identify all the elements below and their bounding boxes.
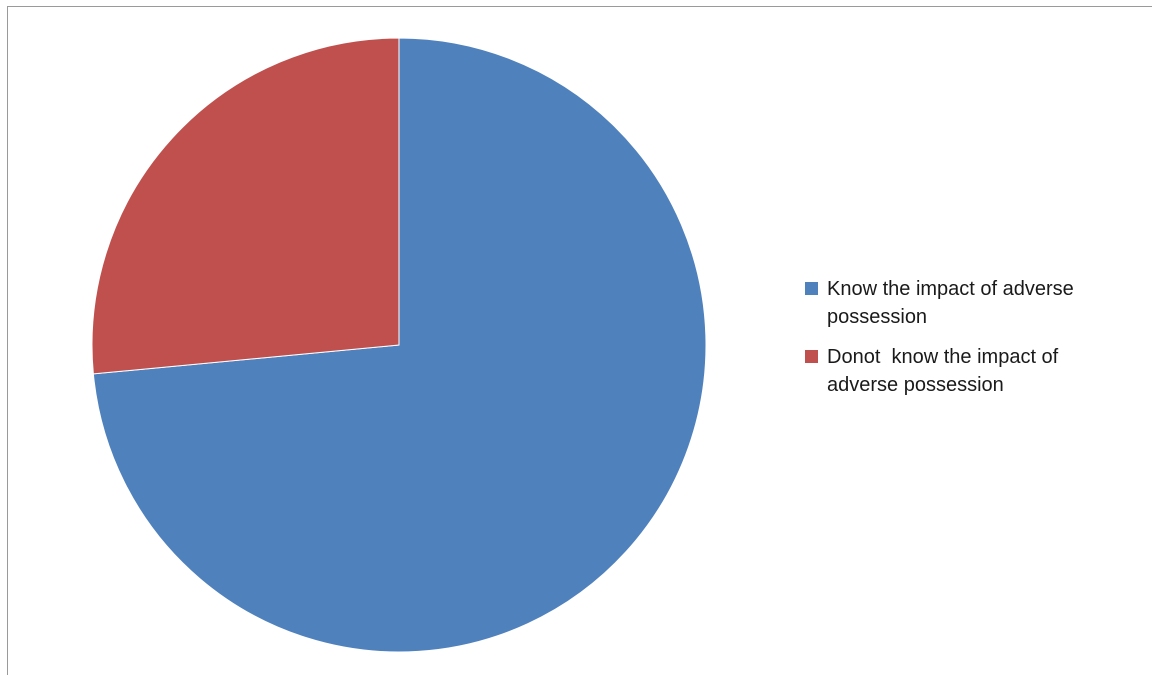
legend-swatch [805, 282, 818, 295]
legend-item: Know the impact of adverse possession [805, 275, 1145, 331]
chart-area: Know the impact of adverse possession Do… [7, 6, 1152, 675]
legend: Know the impact of adverse possession Do… [805, 275, 1145, 411]
pie-slice [92, 37, 707, 653]
pie-chart [91, 37, 707, 653]
pie-slice [91, 37, 400, 375]
legend-label: Donot know the impact of adverse possess… [827, 346, 1064, 396]
legend-swatch [805, 350, 818, 363]
legend-item: Donot know the impact of adverse possess… [805, 343, 1145, 399]
legend-label: Know the impact of adverse possession [827, 278, 1080, 328]
